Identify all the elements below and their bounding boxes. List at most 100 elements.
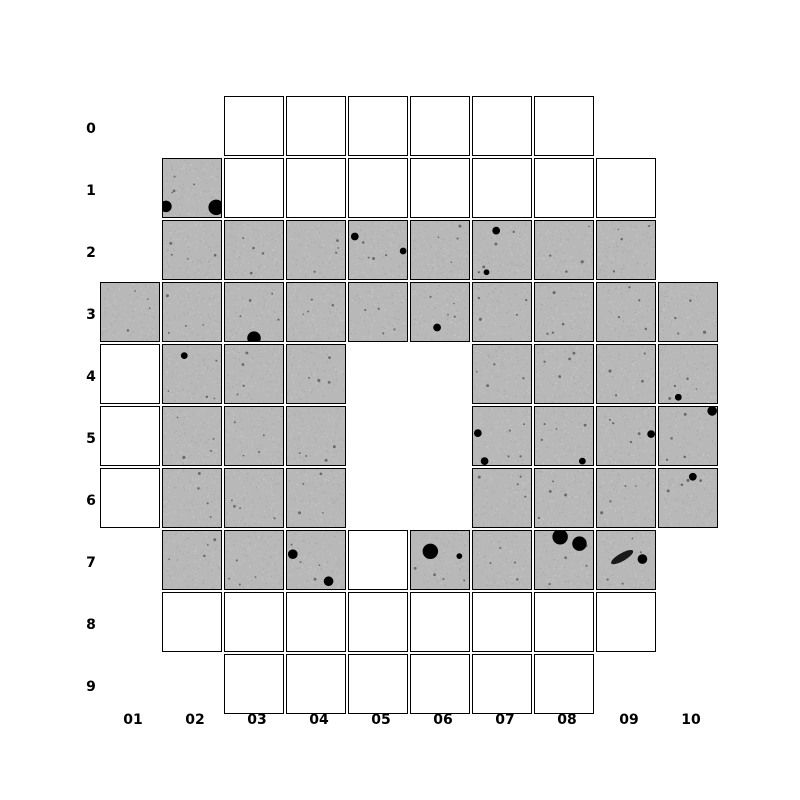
column-label-01: 01 [123,712,143,728]
extended-source [611,549,634,565]
ccd-tile-8-03 [224,592,284,652]
column-label-05: 05 [371,712,391,728]
bright-source [247,331,261,341]
ccd-tile-4-07 [472,344,532,404]
ccd-tile-3-03 [224,282,284,342]
ccd-tile-3-02 [162,282,222,342]
ccd-tile-2-05 [348,220,408,280]
bright-source [433,323,441,332]
bright-source [323,576,334,587]
ccd-tile-1-09 [596,158,656,218]
ccd-tile-6-07 [472,468,532,528]
row-label-4: 4 [86,369,96,385]
ccd-tile-4-09 [596,344,656,404]
ccd-tile-8-02 [162,592,222,652]
ccd-tile-3-10 [658,282,718,342]
bright-source [287,549,298,560]
column-label-08: 08 [557,712,577,728]
bright-source [647,430,655,438]
bright-source [456,553,463,560]
ccd-tile-5-08 [534,406,594,466]
ccd-tile-8-05 [348,592,408,652]
bright-source [492,226,501,235]
ccd-tile-3-06 [410,282,470,342]
ccd-tile-8-07 [472,592,532,652]
ccd-tile-1-04 [286,158,346,218]
ccd-tile-9-04 [286,654,346,714]
ccd-tile-0-03 [224,96,284,156]
ccd-tile-2-08 [534,220,594,280]
ccd-tile-4-10 [658,344,718,404]
bright-source [163,200,172,213]
ccd-tile-6-01 [100,468,160,528]
ccd-tile-9-05 [348,654,408,714]
ccd-tile-3-05 [348,282,408,342]
bright-source [707,407,717,416]
ccd-tile-3-07 [472,282,532,342]
ccd-tile-9-06 [410,654,470,714]
ccd-tile-7-07 [472,530,532,590]
bright-source [483,269,490,276]
ccd-tile-7-05 [348,530,408,590]
row-label-8: 8 [86,617,96,633]
column-label-02: 02 [185,712,205,728]
ccd-tile-1-06 [410,158,470,218]
ccd-tile-0-04 [286,96,346,156]
bright-source [578,457,586,465]
ccd-tile-6-04 [286,468,346,528]
row-label-6: 6 [86,493,96,509]
ccd-tile-2-07 [472,220,532,280]
ccd-tile-2-09 [596,220,656,280]
ccd-tile-0-07 [472,96,532,156]
ccd-tile-9-03 [224,654,284,714]
bright-source [552,531,568,545]
ccd-tile-7-03 [224,530,284,590]
ccd-tile-6-09 [596,468,656,528]
ccd-tile-5-09 [596,406,656,466]
ccd-tile-5-01 [100,406,160,466]
ccd-tile-4-02 [162,344,222,404]
bright-source [422,543,439,560]
ccd-tile-2-06 [410,220,470,280]
ccd-tile-0-05 [348,96,408,156]
ccd-tile-1-03 [224,158,284,218]
column-label-06: 06 [433,712,453,728]
ccd-tile-0-06 [410,96,470,156]
ccd-tile-6-02 [162,468,222,528]
row-label-1: 1 [86,183,96,199]
ccd-tile-9-08 [534,654,594,714]
ccd-tile-4-04 [286,344,346,404]
ccd-tile-1-05 [348,158,408,218]
row-label-9: 9 [86,679,96,695]
ccd-tile-2-02 [162,220,222,280]
bright-source [572,536,587,551]
ccd-tile-5-10 [658,406,718,466]
bright-source [208,199,221,216]
ccd-tile-6-03 [224,468,284,528]
bright-source [674,393,682,401]
ccd-tile-5-07 [472,406,532,466]
ccd-tile-1-07 [472,158,532,218]
ccd-tile-3-08 [534,282,594,342]
column-label-03: 03 [247,712,267,728]
ccd-tile-4-01 [100,344,160,404]
bright-source [180,352,188,360]
ccd-tile-8-06 [410,592,470,652]
ccd-tile-7-08 [534,530,594,590]
ccd-tile-9-07 [472,654,532,714]
ccd-tile-5-02 [162,406,222,466]
ccd-tile-1-08 [534,158,594,218]
row-label-7: 7 [86,555,96,571]
row-label-5: 5 [86,431,96,447]
column-label-09: 09 [619,712,639,728]
bright-source [637,554,648,564]
ccd-tile-4-08 [534,344,594,404]
ccd-tile-5-03 [224,406,284,466]
ccd-tile-0-08 [534,96,594,156]
ccd-tile-7-04 [286,530,346,590]
bright-source [399,247,407,255]
row-label-2: 2 [86,245,96,261]
ccd-tile-8-08 [534,592,594,652]
ccd-tile-5-04 [286,406,346,466]
